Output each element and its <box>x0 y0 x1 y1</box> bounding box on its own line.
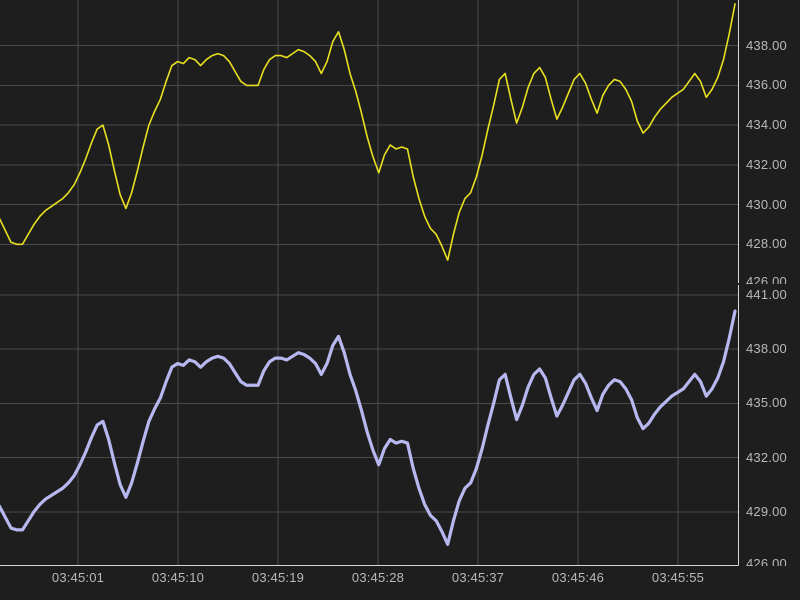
x-tick-label: 03:45:01 <box>52 570 104 585</box>
x-tick-label: 03:45:19 <box>252 570 304 585</box>
bottom-y-tick-label: 441.00 <box>746 287 787 302</box>
top-y-tick-label: 428.00 <box>746 236 787 251</box>
top-chart-panel <box>0 0 800 284</box>
top-y-tick-label: 432.00 <box>746 157 787 172</box>
bottom-y-tick-label: 438.00 <box>746 341 787 356</box>
top-y-tick-label-clipped: 426.00 <box>746 274 787 284</box>
top-y-tick-label: 436.00 <box>746 77 787 92</box>
x-tick-label: 03:45:10 <box>152 570 204 585</box>
top-y-tick-label: 430.00 <box>746 197 787 212</box>
top-y-tick-label: 438.00 <box>746 38 787 53</box>
bottom-chart-plot[interactable] <box>0 284 800 566</box>
x-tick-label: 03:45:55 <box>652 570 704 585</box>
bottom-y-tick-label: 432.00 <box>746 450 787 465</box>
bottom-chart-panel <box>0 284 800 566</box>
bottom-y-tick-label-clipped: 426.00 <box>746 556 787 566</box>
top-chart-plot[interactable] <box>0 0 800 284</box>
bottom-y-tick-label: 429.00 <box>746 504 787 519</box>
x-tick-label: 03:45:37 <box>452 570 504 585</box>
bottom-y-tick-label: 435.00 <box>746 395 787 410</box>
x-tick-label: 03:45:28 <box>352 570 404 585</box>
x-tick-label: 03:45:46 <box>552 570 604 585</box>
top-y-tick-label: 434.00 <box>746 117 787 132</box>
chart-window: 428.00 430.00 432.00 434.00 436.00 438.00 426.… <box>0 0 800 600</box>
